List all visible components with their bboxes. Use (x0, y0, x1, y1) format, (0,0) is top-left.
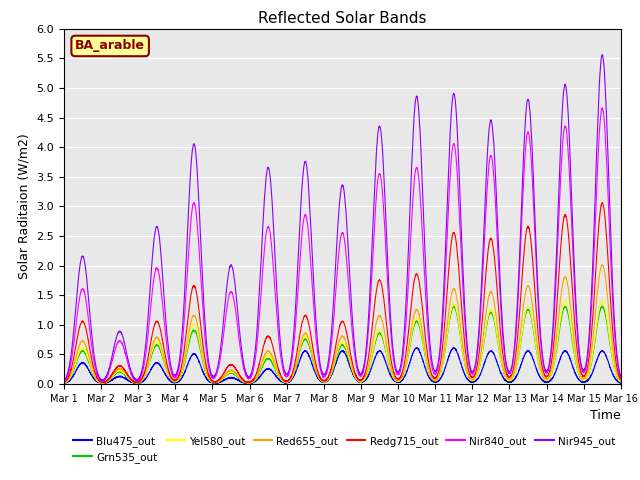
Y-axis label: Solar Raditaion (W/m2): Solar Raditaion (W/m2) (18, 133, 31, 279)
Legend: Blu475_out, Grn535_out, Yel580_out, Red655_out, Redg715_out, Nir840_out, Nir945_: Blu475_out, Grn535_out, Yel580_out, Red6… (69, 432, 620, 467)
Title: Reflected Solar Bands: Reflected Solar Bands (258, 11, 427, 26)
Text: BA_arable: BA_arable (75, 39, 145, 52)
X-axis label: Time: Time (590, 409, 621, 422)
